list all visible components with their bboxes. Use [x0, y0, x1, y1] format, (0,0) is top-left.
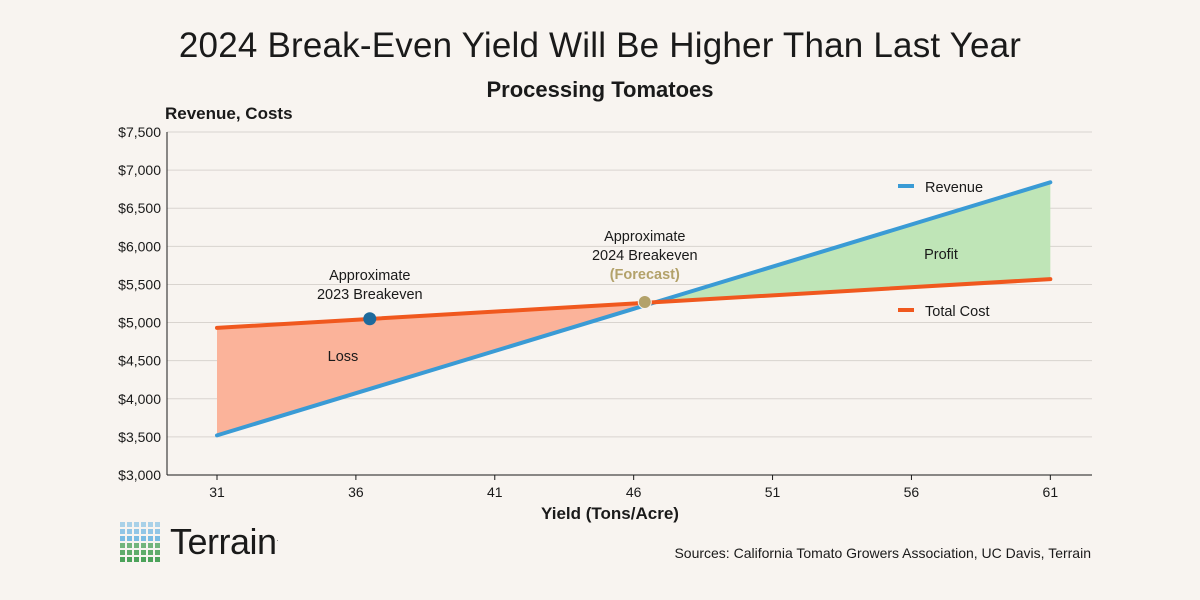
logo-square [120, 529, 125, 534]
logo-square [120, 522, 125, 527]
logo-square [134, 557, 139, 562]
terrain-logo-text: Terrain. [170, 521, 279, 562]
logo-square [134, 543, 139, 548]
legend-revenue-label: Revenue [925, 180, 983, 196]
total-cost-line [215, 277, 1053, 330]
logo-square [120, 557, 125, 562]
logo-square [155, 522, 160, 527]
logo-square [127, 536, 132, 541]
x-axis-label: Yield (Tons/Acre) [541, 504, 679, 523]
logo-square [127, 522, 132, 527]
terrain-logo: Terrain. [120, 521, 279, 563]
logo-square [134, 536, 139, 541]
logo-square [148, 529, 153, 534]
y-tick-label: $3,500 [118, 429, 161, 445]
y-tick-label: $7,000 [118, 162, 161, 178]
logo-square [148, 536, 153, 541]
chart-subtitle: Processing Tomatoes [486, 77, 714, 102]
profit-label: Profit [924, 247, 958, 263]
y-tick-label: $7,500 [118, 124, 161, 140]
y-tick-label: $4,000 [118, 391, 161, 407]
logo-square [127, 550, 132, 555]
logo-square [127, 557, 132, 562]
logo-square [134, 550, 139, 555]
logo-square [120, 543, 125, 548]
logo-square [141, 543, 146, 548]
logo-square [155, 550, 160, 555]
breakeven-2024-label: 2024 Breakeven [592, 248, 698, 264]
breakeven-2023-point [363, 312, 377, 326]
terrain-logo-icon [120, 522, 160, 562]
logo-square [134, 522, 139, 527]
breakeven-2023-label: 2023 Breakeven [317, 287, 423, 303]
logo-square [148, 543, 153, 548]
logo-square [141, 536, 146, 541]
x-tick-label: 51 [765, 484, 781, 500]
x-tick-label: 41 [487, 484, 503, 500]
logo-square [148, 557, 153, 562]
x-tick-label: 36 [348, 484, 364, 500]
legend-total-cost-label: Total Cost [925, 304, 989, 320]
logo-square [141, 557, 146, 562]
x-tick-label: 61 [1043, 484, 1059, 500]
y-tick-label: $4,500 [118, 353, 161, 369]
logo-square [120, 550, 125, 555]
logo-square [148, 522, 153, 527]
y-tick-label: $6,500 [118, 200, 161, 216]
logo-square [120, 536, 125, 541]
breakeven-2023-label: Approximate [329, 268, 410, 284]
y-tick-label: $5,000 [118, 315, 161, 331]
y-tick-label: $3,000 [118, 467, 161, 483]
breakeven-2024-point [637, 294, 652, 309]
logo-square [127, 543, 132, 548]
logo-square [148, 550, 153, 555]
x-tick-label: 31 [209, 484, 225, 500]
logo-square [134, 529, 139, 534]
y-axis-label: Revenue, Costs [165, 104, 293, 123]
revenue-line [215, 180, 1053, 438]
source-note: Sources: California Tomato Growers Assoc… [674, 545, 1091, 561]
breakeven-2024-forecast-label: (Forecast) [610, 267, 680, 283]
logo-square [141, 522, 146, 527]
y-tick-label: $6,000 [118, 238, 161, 254]
y-tick-label: $5,500 [118, 276, 161, 292]
logo-square [127, 529, 132, 534]
logo-square [141, 550, 146, 555]
x-tick-label: 46 [626, 484, 642, 500]
logo-square [155, 557, 160, 562]
x-tick-label: 56 [904, 484, 920, 500]
logo-square [141, 529, 146, 534]
logo-square [155, 529, 160, 534]
loss-label: Loss [328, 349, 359, 365]
breakeven-2024-label: Approximate [604, 229, 685, 245]
logo-square [155, 543, 160, 548]
logo-square [155, 536, 160, 541]
chart-title: 2024 Break-Even Yield Will Be Higher Tha… [178, 26, 1022, 65]
